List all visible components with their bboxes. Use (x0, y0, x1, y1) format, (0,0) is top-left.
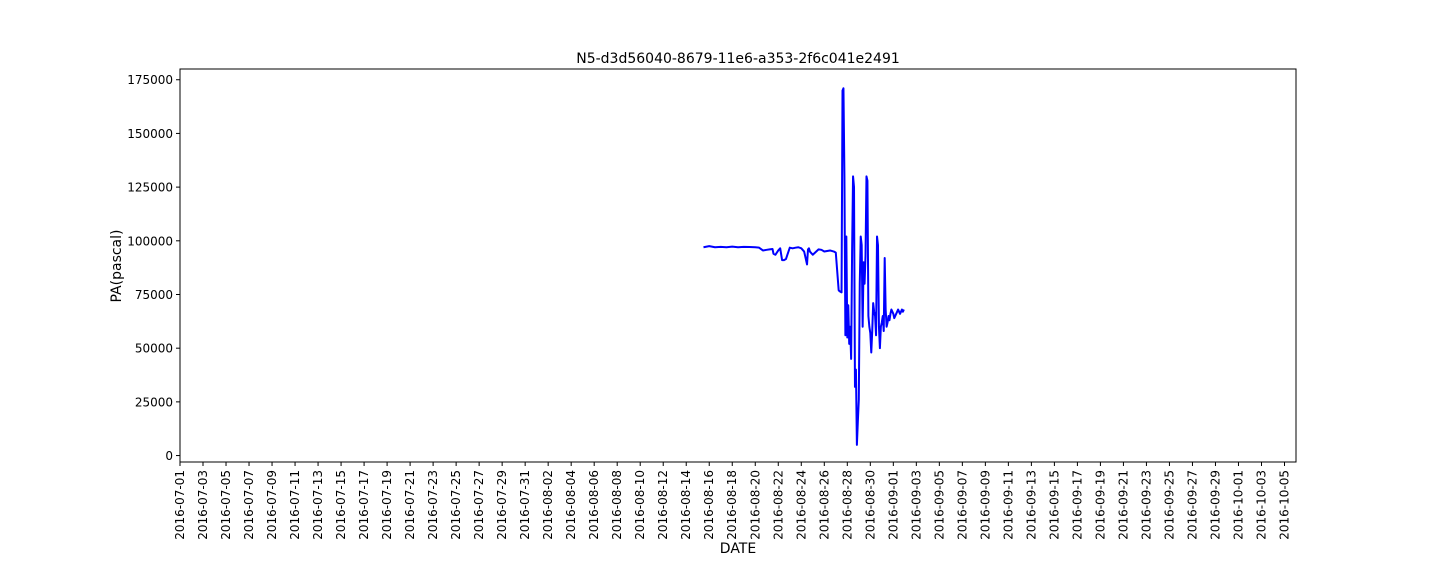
x-tick-label: 2016-07-21 (403, 470, 417, 540)
y-tick-label: 25000 (135, 395, 173, 409)
x-tick-label: 2016-07-09 (265, 470, 279, 540)
x-tick-label: 2016-09-21 (1116, 470, 1130, 540)
series-group (703, 87, 905, 446)
x-tick-label: 2016-09-09 (978, 470, 992, 540)
x-tick-label: 2016-08-10 (633, 470, 647, 540)
x-tick-label: 2016-09-15 (1047, 470, 1061, 540)
x-tick-label: 2016-08-16 (702, 470, 716, 540)
x-axis-label: DATE (720, 541, 756, 557)
x-tick-label: 2016-07-13 (311, 470, 325, 540)
x-tick-label: 2016-07-01 (173, 470, 187, 540)
y-axis-ticks: 0 25000 50000 75000 100000 125000 150000 175000 (127, 73, 180, 463)
x-tick-label: 2016-08-30 (863, 470, 877, 540)
x-tick-label: 2016-10-03 (1254, 470, 1268, 540)
x-tick-label: 2016-09-07 (955, 470, 969, 540)
y-tick-label: 125000 (127, 181, 173, 195)
x-tick-label: 2016-08-06 (587, 470, 601, 540)
y-axis-label: PA(pascal) (109, 230, 125, 303)
x-tick-label: 2016-09-25 (1162, 470, 1176, 540)
plot-frame (179, 68, 1297, 463)
x-tick-label: 2016-07-31 (518, 470, 532, 540)
x-tick-label: 2016-08-18 (725, 470, 739, 540)
chart-title: N5-d3d56040-8679-11e6-a353-2f6c041e2491 (576, 51, 900, 67)
x-tick-label: 2016-07-19 (380, 470, 394, 540)
x-tick-label: 2016-07-03 (196, 470, 210, 540)
y-tick-label: 50000 (135, 342, 173, 356)
x-tick-label: 2016-09-05 (932, 470, 946, 540)
x-tick-label: 2016-09-19 (1093, 470, 1107, 540)
x-tick-label: 2016-10-05 (1277, 470, 1291, 540)
x-tick-label: 2016-07-17 (357, 470, 371, 540)
x-tick-label: 2016-08-14 (679, 470, 693, 540)
x-tick-label: 2016-08-24 (794, 470, 808, 540)
x-tick-label: 2016-07-29 (495, 470, 509, 540)
x-tick-label: 2016-09-11 (1001, 470, 1015, 540)
x-tick-label: 2016-07-11 (288, 470, 302, 540)
x-tick-label: 2016-08-28 (840, 470, 854, 540)
series-line-0 (703, 87, 905, 446)
x-tick-label: 2016-09-23 (1139, 470, 1153, 540)
x-tick-label: 2016-09-29 (1208, 470, 1222, 540)
x-tick-label: 2016-09-01 (886, 470, 900, 540)
y-tick-label: 100000 (127, 234, 173, 248)
y-tick-label: 0 (165, 449, 173, 463)
x-tick-label: 2016-09-13 (1024, 470, 1038, 540)
x-tick-label: 2016-08-20 (748, 470, 762, 540)
x-tick-label: 2016-07-25 (449, 470, 463, 540)
x-tick-label: 2016-08-12 (656, 470, 670, 540)
y-tick-label: 75000 (135, 288, 173, 302)
x-tick-label: 2016-09-03 (909, 470, 923, 540)
x-tick-label: 2016-07-05 (219, 470, 233, 540)
x-tick-label: 2016-07-27 (472, 470, 486, 540)
x-tick-label: 2016-08-22 (771, 470, 785, 540)
x-tick-label: 2016-08-02 (541, 470, 555, 540)
x-tick-label: 2016-09-17 (1070, 470, 1084, 540)
y-tick-label: 175000 (127, 73, 173, 87)
x-tick-label: 2016-08-08 (610, 470, 624, 540)
x-tick-label: 2016-07-15 (334, 470, 348, 540)
x-tick-label: 2016-10-01 (1231, 470, 1245, 540)
x-tick-label: 2016-07-23 (426, 470, 440, 540)
x-axis-ticks: 2016-07-01 2016-07-03 2016-07-05 2016-07-07… (173, 462, 1291, 540)
x-tick-label: 2016-08-04 (564, 470, 578, 540)
x-tick-label: 2016-08-26 (817, 470, 831, 540)
y-tick-label: 150000 (127, 127, 173, 141)
x-tick-label: 2016-09-27 (1185, 470, 1199, 540)
x-tick-label: 2016-07-07 (242, 470, 256, 540)
